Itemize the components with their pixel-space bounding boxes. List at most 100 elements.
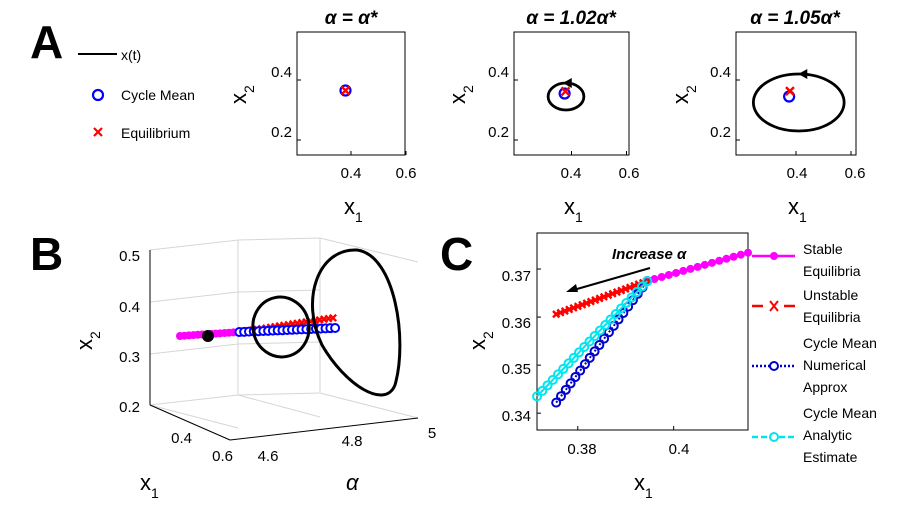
panel-b-x2-label: x2	[72, 331, 103, 350]
panel-b-cycle-mean-point-21	[330, 322, 341, 333]
panel-c-ytick-034: 0.34	[502, 408, 531, 425]
panel-c-analytic-point-17	[616, 303, 627, 314]
panel-a1-xlabel: x1	[344, 194, 363, 225]
panel-c-analytic-point-13	[595, 325, 606, 336]
panel-b-3d-plot: 0.5 0.4 0.3 0.2 0.4 0.6 4.6 4.8 5 α x1 x…	[72, 237, 436, 501]
panel-c-stable-point-14	[736, 250, 745, 259]
panel-c-analytic-point-4	[547, 374, 558, 385]
legend-cycle-mean-marker	[91, 88, 105, 102]
panel-c-stable-point-7	[686, 264, 695, 273]
panel-a3-xtick-1: 0.4	[787, 165, 808, 182]
panel-a3: α = 1.05α* 0.4 0.6 0.4 0.2 x1 x2	[668, 8, 865, 225]
panel-c-analytic-point-16	[610, 308, 621, 319]
panel-c-analytic-point-3	[542, 380, 553, 391]
panel-a2-cycle-mean-marker	[558, 87, 571, 100]
panel-a3-ytick-1: 0.4	[710, 64, 731, 81]
panel-a1-ytick-2: 0.2	[271, 124, 292, 141]
panel-c-numerical-point-2	[555, 391, 566, 402]
panel-b-x1-tick-1: 0.4	[171, 430, 192, 447]
legend-c: Stable Equilibria Unstable Equilibria Cy…	[752, 241, 877, 465]
panel-c-analytic-point-11	[584, 336, 595, 347]
panel-a2-xtick-2: 0.6	[619, 165, 640, 182]
panel-a3-frame	[735, 31, 857, 156]
panel-letter-c: C	[440, 228, 473, 280]
panel-c-analytic-point-15	[605, 314, 616, 325]
panel-a1-ytick-1: 0.4	[271, 64, 292, 81]
legend-equilibrium-label: Equilibrium	[121, 125, 190, 141]
panel-c-annotation-arrow	[569, 267, 651, 292]
panel-a3-xtick-2: 0.6	[845, 165, 866, 182]
panel-c-analytic-point-22	[642, 276, 653, 287]
panel-b-x2-tick-3: 0.3	[119, 349, 140, 366]
panel-c-analytic-point-10	[579, 341, 590, 352]
panel-a3-cycle-arrow	[798, 69, 808, 79]
legend-stable-marker	[770, 252, 778, 260]
panel-a3-equilibrium-marker	[785, 86, 795, 96]
panel-b-limit-cycle-large	[311, 248, 402, 397]
panel-c-stable-point-10	[708, 258, 717, 267]
legend-trajectory-label: x(t)	[121, 47, 141, 63]
panel-a1-ylabel: x2	[226, 85, 257, 104]
panel-c-annotation-arrowhead	[566, 284, 578, 292]
panel-a3-xlabel: x1	[788, 194, 807, 225]
panel-a1-frame	[296, 31, 406, 156]
panel-c-stable-point-8	[693, 262, 702, 271]
panel-b-x1-axis	[149, 404, 231, 441]
panel-c-xtick-038: 0.38	[567, 441, 596, 458]
panel-c-stable-point-5	[672, 268, 681, 277]
panel-c-ytick-036: 0.36	[502, 315, 531, 332]
panel-a2-ytick-2: 0.2	[488, 124, 509, 141]
panel-a3-ytick-2: 0.2	[710, 124, 731, 141]
panel-c-analytic-point-7	[563, 358, 574, 369]
panel-a1-xtick-2: 0.6	[396, 165, 417, 182]
panel-c-analytic-point-1	[532, 391, 542, 402]
panel-c-stable-point-12	[722, 254, 731, 263]
panel-c-xtick-04: 0.4	[669, 441, 690, 458]
legend-analytic-label-1: Cycle Mean	[803, 405, 877, 421]
legend-a: x(t) Cycle Mean Equilibrium	[78, 47, 195, 141]
panel-c-ytick-037: 0.37	[502, 268, 531, 285]
panel-c-numerical-point-6	[575, 365, 586, 376]
panel-c-numerical-point-1	[551, 397, 562, 408]
panel-c-numerical-point-3	[560, 384, 571, 395]
panel-a2-xlabel: x1	[564, 194, 583, 225]
panel-a2-ytick-1: 0.4	[488, 64, 509, 81]
panel-c-numerical-point-10	[594, 340, 605, 351]
panel-b-alpha-axis	[229, 417, 419, 441]
legend-analytic-marker	[769, 432, 779, 442]
panel-c-numerical-point-7	[579, 359, 590, 370]
panel-c-analytic-point-21	[637, 281, 648, 292]
legend-numerical-label-3: Approx	[803, 379, 847, 395]
panel-c-analytic-point-5	[553, 369, 564, 380]
panel-b-alpha-label: α	[346, 470, 360, 495]
panel-c-stable-point-9	[700, 260, 709, 269]
panel-c-stable-point-13	[729, 252, 738, 261]
panel-letter-b: B	[30, 228, 63, 280]
panel-b-gridlines	[149, 237, 419, 429]
panel-c-analytic-point-18	[621, 298, 632, 309]
panel-b-x1-tick-2: 0.6	[212, 448, 233, 465]
panel-c-ylabel: x2	[465, 331, 496, 350]
panel-a2-equilibrium-marker	[560, 86, 571, 97]
panel-a3-ylabel: x2	[668, 85, 699, 104]
panel-c-analytic-point-19	[626, 292, 637, 303]
panel-a1-title: α = α*	[325, 8, 379, 29]
panel-a2-ylabel: x2	[445, 85, 476, 104]
panel-b-x2-tick-4: 0.2	[119, 399, 140, 416]
panel-a1-equilibrium-marker	[340, 85, 351, 96]
legend-numerical-label-2: Numerical	[803, 357, 866, 373]
legend-unstable-label-1: Unstable	[803, 287, 858, 303]
panel-c-numerical-point-5	[570, 372, 581, 383]
panel-c-stable-point-6	[679, 266, 688, 275]
legend-stable-label-2: Equilibria	[803, 263, 861, 279]
panel-a2-xtick-1: 0.4	[561, 165, 582, 182]
panel-c-analytic-point-8	[568, 352, 579, 363]
panel-b-start-point	[202, 330, 214, 342]
panel-c-stable-point-3	[657, 272, 666, 281]
panel-b-x2-tick-2: 0.4	[119, 299, 140, 316]
legend-equilibrium-marker	[93, 127, 103, 137]
panel-a2-frame	[513, 31, 630, 156]
panel-b-unstable-point-22	[328, 313, 338, 322]
panel-b-alpha-tick-2: 4.8	[342, 433, 363, 450]
